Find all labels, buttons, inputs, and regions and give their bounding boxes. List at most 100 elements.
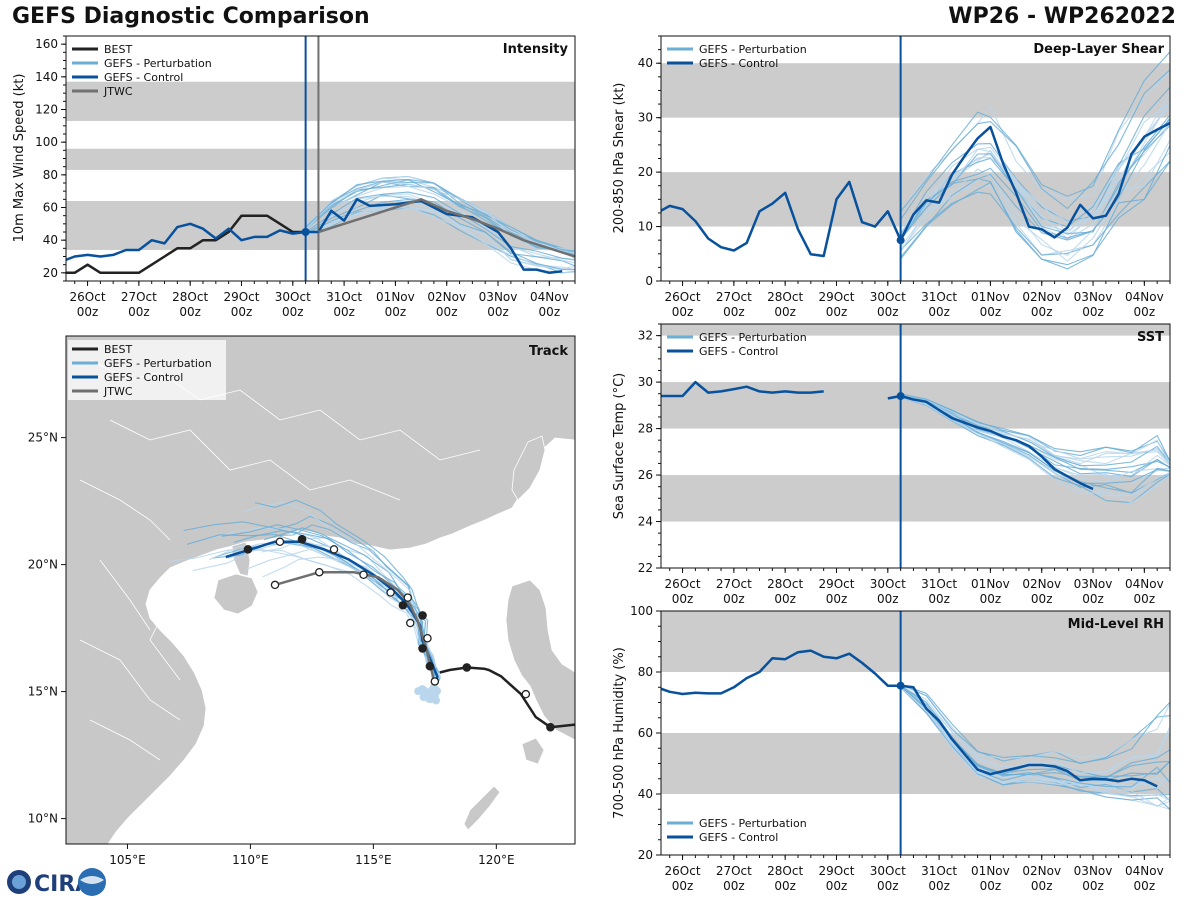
mid_level_rh-xtick-label-hour: 00z bbox=[1082, 879, 1104, 893]
deep_layer_shear-xtick-label-hour: 00z bbox=[1082, 305, 1104, 319]
track-marker-filled bbox=[418, 644, 427, 653]
intensity-xtick-label: 30Oct bbox=[275, 290, 311, 304]
deep_layer_shear-member-14 bbox=[900, 91, 1170, 238]
page-title: GEFS Diagnostic Comparison bbox=[12, 4, 370, 29]
storm-id-title: WP26 - WP262022 bbox=[948, 4, 1176, 29]
deep_layer_shear-init-marker bbox=[896, 236, 905, 245]
sst-xtick-label: 27Oct bbox=[716, 577, 752, 591]
track-xtick-label: 105°E bbox=[109, 853, 146, 867]
deep_layer_shear-member-1 bbox=[900, 86, 1170, 236]
mid_level_rh-member-9 bbox=[900, 686, 1170, 810]
track-marker-open bbox=[406, 618, 415, 628]
mid_level_rh-xtick-label-hour: 00z bbox=[672, 879, 694, 893]
intensity-ytick-label: 100 bbox=[35, 135, 58, 149]
intensity-ytick-label: 140 bbox=[35, 70, 58, 84]
mid_level_rh-member-16 bbox=[900, 685, 1170, 792]
track-ytick-label: 15°N bbox=[28, 685, 58, 699]
deep_layer_shear-member-9 bbox=[900, 69, 1170, 221]
mid_level_rh-member-11 bbox=[900, 683, 1170, 764]
mid_level_rh-member-10 bbox=[900, 684, 1170, 759]
track-marker-open bbox=[430, 677, 440, 686]
sst-xtick-label: 30Oct bbox=[870, 577, 906, 591]
sst-ytick-label: 22 bbox=[638, 561, 653, 575]
luzon-island bbox=[505, 579, 575, 741]
track-title: Track bbox=[529, 344, 568, 359]
mid_level_rh-member-18 bbox=[900, 686, 1170, 807]
track-marker-open bbox=[275, 537, 285, 546]
track-marker-open bbox=[315, 567, 324, 577]
sst-xtick-label-hour: 00z bbox=[928, 592, 950, 606]
mid_level_rh-xtick-label: 28Oct bbox=[767, 864, 803, 878]
deep_layer_shear-xtick-label: 31Oct bbox=[921, 290, 957, 304]
intensity-xtick-label-hour: 00z bbox=[231, 305, 253, 319]
track-marker-open bbox=[359, 570, 368, 580]
intensity-member-6 bbox=[305, 185, 575, 260]
sst-xtick-label: 03Nov bbox=[1074, 577, 1113, 591]
track-ytick-label: 25°N bbox=[28, 431, 58, 445]
intensity-member-16 bbox=[305, 200, 575, 270]
track-ytick-label: 10°N bbox=[28, 812, 58, 826]
sst-member-11 bbox=[900, 394, 1170, 467]
deep_layer_shear-ytick-label: 30 bbox=[638, 111, 653, 125]
sst-xtick-label: 28Oct bbox=[767, 577, 803, 591]
sst-legend-label: GEFS - Control bbox=[699, 345, 778, 358]
intensity-legend-label: BEST bbox=[104, 43, 132, 56]
track-marker-open bbox=[521, 689, 531, 699]
intensity-xtick-label-hour: 00z bbox=[487, 305, 509, 319]
intensity-xtick-label-hour: 00z bbox=[539, 305, 561, 319]
deep_layer_shear-xtick-label-hour: 00z bbox=[672, 305, 694, 319]
sst-xtick-label-hour: 00z bbox=[877, 592, 899, 606]
deep_layer_shear-legend-label: GEFS - Control bbox=[699, 57, 778, 70]
mid_level_rh-xtick-label: 02Nov bbox=[1022, 864, 1061, 878]
track-member-start-17 bbox=[427, 691, 436, 700]
mid_level_rh-xtick-label-hour: 00z bbox=[723, 879, 745, 893]
intensity-xtick-label: 31Oct bbox=[326, 290, 362, 304]
deep_layer_shear-xtick-label: 29Oct bbox=[818, 290, 854, 304]
intensity-xtick-label: 29Oct bbox=[223, 290, 259, 304]
deep_layer_shear-xtick-label-hour: 00z bbox=[723, 305, 745, 319]
country-borders bbox=[79, 359, 481, 761]
mid_level_rh-ytick-label: 100 bbox=[630, 604, 653, 618]
intensity-ytick-label: 80 bbox=[43, 168, 58, 182]
intensity-init-marker bbox=[301, 228, 310, 236]
cira-logo-wave bbox=[80, 876, 104, 884]
deep_layer_shear-ytick-label: 20 bbox=[638, 165, 653, 179]
sst-ytick-label: 24 bbox=[638, 515, 653, 529]
sst-xtick-label: 02Nov bbox=[1022, 577, 1061, 591]
deep_layer_shear-xtick-label-hour: 00z bbox=[928, 305, 950, 319]
intensity-band-1 bbox=[66, 148, 575, 170]
sst-xtick-label: 01Nov bbox=[971, 577, 1010, 591]
mid_level_rh-xtick-label: 03Nov bbox=[1074, 864, 1113, 878]
sst-ytick-label: 26 bbox=[638, 468, 653, 482]
track-legend-label: JTWC bbox=[103, 385, 133, 398]
sst-ytick-label: 30 bbox=[638, 375, 653, 389]
mid_level_rh-xtick-label: 31Oct bbox=[921, 864, 957, 878]
intensity-member-17 bbox=[305, 191, 575, 261]
deep_layer_shear-xtick-label: 28Oct bbox=[767, 290, 803, 304]
intensity-member-18 bbox=[305, 181, 575, 254]
land-mass bbox=[66, 336, 575, 844]
track-legend-label: BEST bbox=[104, 343, 132, 356]
sst-legend-label: GEFS - Perturbation bbox=[699, 331, 807, 344]
sst-series-control-1 bbox=[887, 394, 1094, 491]
intensity-title: Intensity bbox=[503, 42, 569, 57]
intensity-xtick-label-hour: 00z bbox=[179, 305, 201, 319]
sst-xtick-label: 04Nov bbox=[1125, 577, 1164, 591]
track-member-15 bbox=[254, 499, 436, 693]
shear-ylabel: 200-850 hPa Shear (kt) bbox=[612, 83, 627, 234]
deep_layer_shear-member-15 bbox=[900, 160, 1170, 270]
intensity-band-2 bbox=[66, 81, 575, 121]
mid_level_rh-xtick-label-hour: 00z bbox=[1134, 879, 1156, 893]
sst-xtick-label: 26Oct bbox=[665, 577, 701, 591]
mid_level_rh-member-12 bbox=[900, 685, 1170, 774]
sst-xtick-label-hour: 00z bbox=[1134, 592, 1156, 606]
mid_level_rh-ytick-label: 40 bbox=[638, 787, 653, 801]
track-marker-open bbox=[329, 545, 339, 554]
track-member-17 bbox=[186, 533, 441, 697]
